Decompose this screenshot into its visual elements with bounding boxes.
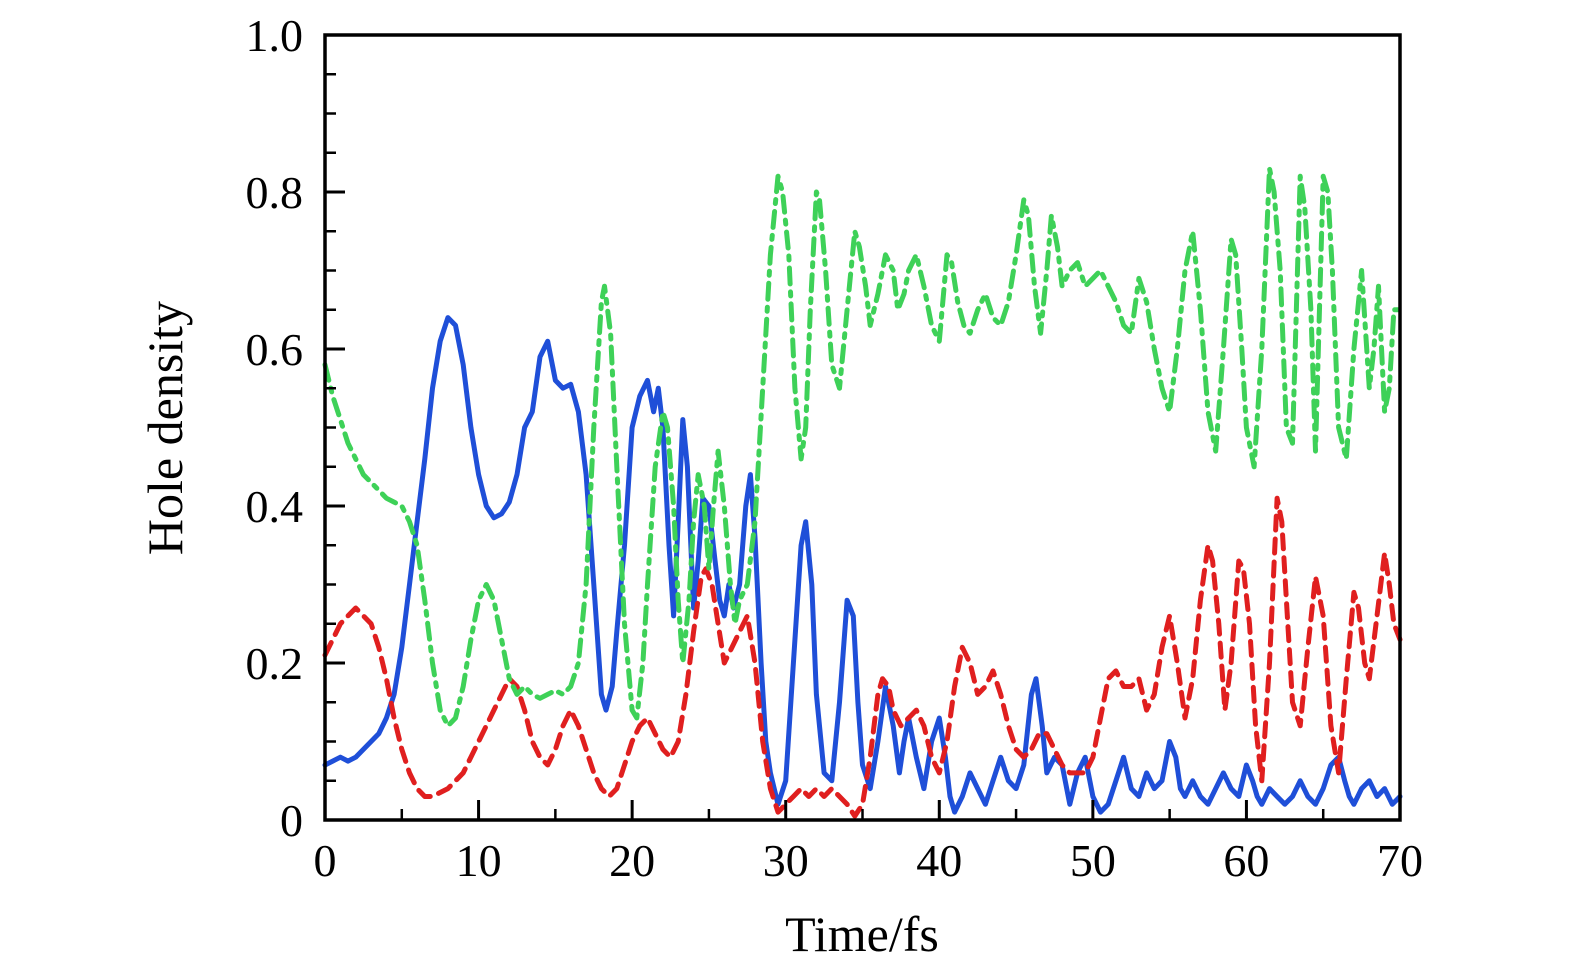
plot-frame <box>323 33 1402 822</box>
series-blue-solid <box>322 315 1403 815</box>
series-green-dash-dot <box>322 166 1403 729</box>
x-tick-label: 10 <box>456 835 502 886</box>
x-axis-label: Time/fs <box>785 906 939 962</box>
y-tick-label: 0.2 <box>246 638 304 689</box>
series-red-dashed <box>322 495 1403 819</box>
y-tick-label: 0.4 <box>246 481 304 532</box>
y-tick-label: 0 <box>280 795 303 846</box>
x-tick-label: 50 <box>1070 835 1116 886</box>
y-tick-label: 0.8 <box>246 167 304 218</box>
x-tick-label: 40 <box>916 835 962 886</box>
x-tick-label: 20 <box>609 835 655 886</box>
y-axis-label: Hole density <box>137 300 193 556</box>
x-tick-label: 70 <box>1377 835 1423 886</box>
x-tick-label: 0 <box>314 835 337 886</box>
x-tick-label: 30 <box>763 835 809 886</box>
x-tick-label: 60 <box>1223 835 1269 886</box>
y-tick-label: 1.0 <box>246 10 304 61</box>
y-tick-label: 0.6 <box>246 324 304 375</box>
